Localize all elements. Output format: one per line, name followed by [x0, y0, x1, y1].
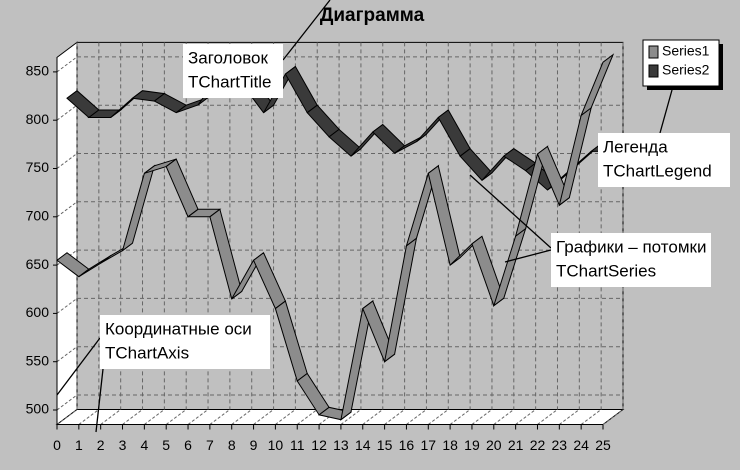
x-tick-label: 24 [573, 437, 589, 453]
annotation-text: TChartAxis [105, 343, 189, 362]
x-tick-label: 25 [595, 437, 611, 453]
x-tick-label: 3 [119, 437, 127, 453]
grid-line [340, 409, 362, 425]
grid-line [384, 409, 405, 425]
grid-line [100, 409, 121, 425]
x-tick-label: 16 [399, 437, 415, 453]
legend-label: Series2 [662, 62, 710, 78]
annotation-text: TChartLegend [603, 161, 712, 180]
legend [642, 39, 720, 87]
grid-line [209, 409, 231, 425]
callout-line [56, 337, 101, 396]
grid-line [296, 409, 318, 425]
grid-line [56, 153, 78, 169]
grid-line [231, 409, 253, 425]
x-tick-label: 17 [420, 437, 436, 453]
annotation-box [183, 44, 283, 98]
y-tick-label: 600 [26, 304, 50, 320]
y-tick-label: 850 [26, 63, 50, 79]
x-tick-label: 1 [75, 437, 83, 453]
y-tick-label: 650 [26, 256, 50, 272]
annotation-text: Заголовок [188, 48, 268, 67]
grid-line [427, 409, 449, 425]
grid-line [78, 409, 100, 425]
ribbon-segment [580, 53, 615, 117]
x-tick-label: 11 [290, 437, 305, 453]
grid-line [559, 409, 580, 425]
annotation-text: TChartTitle [188, 72, 271, 91]
grid-line [471, 409, 493, 425]
chart-title: Диаграмма [320, 5, 425, 26]
annotation-box [100, 315, 270, 369]
annotation-text: Графики – потомки [556, 237, 706, 256]
x-tick-label: 6 [184, 437, 192, 453]
x-tick-label: 2 [97, 437, 105, 453]
y-tick-label: 500 [26, 401, 50, 417]
callout-line [282, 0, 331, 61]
y-tick-label: 550 [26, 352, 50, 368]
grid-line [56, 346, 78, 363]
grid-line [580, 409, 602, 425]
grid-line [122, 409, 143, 425]
grid-line [56, 394, 78, 411]
annotation-box [598, 133, 730, 187]
grid-line [56, 56, 78, 73]
grid-line [493, 409, 515, 425]
x-tick-label: 15 [377, 437, 393, 453]
annotation-text: TChartSeries [556, 261, 656, 280]
x-tick-label: 7 [206, 437, 214, 453]
callout-line [469, 174, 552, 249]
grid-line [362, 409, 384, 425]
annotation-text: Координатные оси [105, 319, 252, 338]
grid-line [56, 104, 78, 121]
grid-line [165, 409, 187, 425]
x-tick-label: 18 [442, 437, 458, 453]
x-tick-label: 13 [333, 437, 349, 453]
x-tick-label: 8 [228, 437, 236, 453]
x-tick-label: 22 [530, 437, 546, 453]
y-tick-label: 750 [26, 159, 50, 175]
grid-line [406, 409, 427, 425]
grid-line [187, 409, 209, 425]
x-tick-label: 14 [355, 437, 371, 453]
grid-line [56, 201, 78, 218]
x-tick-label: 12 [311, 437, 327, 453]
grid-line [56, 409, 78, 425]
annotation-box [551, 233, 711, 287]
grid-line [253, 409, 274, 425]
legend-label: Series1 [662, 43, 710, 59]
callout-line [95, 359, 105, 433]
x-tick-label: 9 [250, 437, 258, 453]
x-tick-label: 20 [486, 437, 502, 453]
x-tick-label: 19 [464, 437, 480, 453]
x-tick-label: 5 [162, 437, 170, 453]
grid-line [537, 409, 558, 425]
y-tick-label: 800 [26, 111, 50, 127]
grid-line [144, 409, 165, 425]
y-tick-label: 700 [26, 208, 50, 224]
grid-line [515, 409, 536, 425]
legend-swatch [648, 64, 659, 78]
grid-line [602, 409, 624, 425]
x-tick-label: 23 [552, 437, 568, 453]
callout-line [659, 89, 673, 134]
x-tick-label: 10 [268, 437, 284, 453]
callout-line [504, 249, 552, 263]
legend-swatch [648, 45, 659, 59]
grid-line [275, 409, 296, 425]
grid-line [449, 409, 471, 425]
annotation-text: Легенда [603, 137, 668, 156]
x-tick-label: 0 [53, 437, 61, 453]
grid-line [56, 298, 78, 314]
x-tick-label: 4 [140, 437, 148, 453]
x-tick-label: 21 [508, 437, 524, 453]
